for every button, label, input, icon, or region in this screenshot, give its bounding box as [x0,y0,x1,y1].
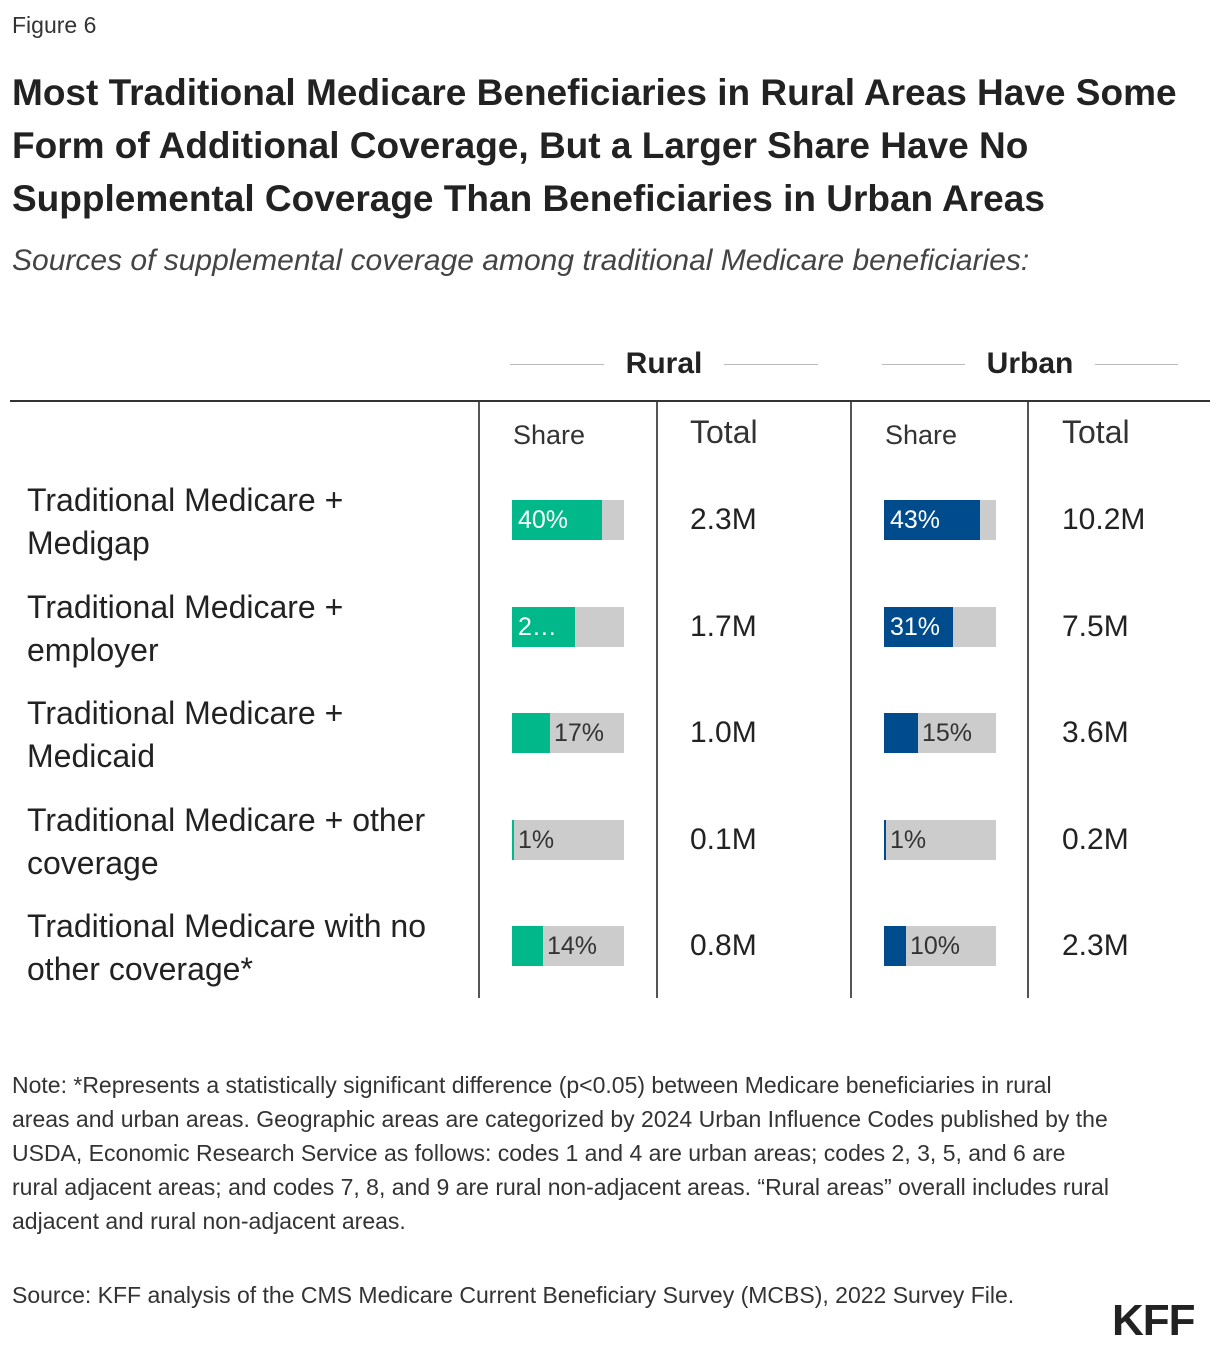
chart-title: Most Traditional Medicare Beneficiaries … [12,72,1177,219]
group-header-rule [882,363,965,365]
row-label: Traditional Medicare + employer [27,589,344,668]
footnote: Note: *Represents a statistically signif… [12,1072,1109,1234]
column-header-urban-total: Total [1062,414,1130,450]
rural-share-bar: 2… [512,607,624,647]
urban-total-value: 3.6M [1062,716,1129,749]
urban-share-label: 10% [910,932,961,960]
row-label: Traditional Medicare + Medigap [27,482,344,561]
rural-total-value: 0.1M [690,823,757,856]
urban-share-label: 15% [922,719,973,747]
row-label: Traditional Medicare + Medicaid [27,695,344,774]
rural-share-bar-fill [512,500,602,540]
urban-share-bar-fill [884,820,886,860]
rural-share-bar: 40% [512,500,624,540]
group-header-rural: Rural [510,344,818,384]
group-header-label: Rural [625,347,703,380]
urban-total-value: 10.2M [1062,503,1146,536]
urban-share-bar: 10% [884,926,996,966]
urban-total-value: 7.5M [1062,610,1129,643]
column-divider [478,402,480,998]
urban-share-label: 31% [890,613,941,641]
rural-share-bar-fill [512,926,543,966]
urban-share-label: 1% [890,826,927,854]
column-header-urban-share: Share [885,420,958,450]
urban-share-bar: 43% [884,500,996,540]
urban-share-bar-fill [884,926,906,966]
rural-total-value: 2.3M [690,503,757,536]
urban-share-bar: 31% [884,607,996,647]
column-divider [656,402,658,998]
row-label: Traditional Medicare + other coverage [27,802,426,881]
group-header-rule [510,363,604,365]
column-divider [850,402,852,998]
rural-share-label: 1% [518,826,555,854]
column-header-rural-total: Total [690,414,758,450]
rural-share-label: 17% [554,719,605,747]
rural-share-label: 14% [547,932,598,960]
urban-share-bar-fill [884,607,953,647]
rural-share-bar-fill [512,607,575,647]
table-top-rule [10,400,1210,402]
row-label: Traditional Medicare with no other cover… [27,908,426,987]
rural-total-value: 1.0M [690,716,757,749]
rural-share-label: 40% [518,506,569,534]
kff-logo: KFF [1112,1296,1196,1345]
rural-total-value: 1.7M [690,610,757,643]
urban-share-bar: 15% [884,713,996,753]
rural-total-value: 0.8M [690,929,757,962]
urban-total-value: 0.2M [1062,823,1129,856]
group-header-urban: Urban [882,344,1178,384]
urban-share-label: 43% [890,506,941,534]
group-header-rule [1095,363,1178,365]
group-header-rule [724,363,818,365]
urban-share-bar-fill [884,500,980,540]
rural-share-bar-fill [512,820,514,860]
source-note: Source: KFF analysis of the CMS Medicare… [12,1282,1015,1308]
rural-share-bar: 17% [512,713,624,753]
rural-share-bar: 1% [512,820,624,860]
rural-share-bar: 14% [512,926,624,966]
column-divider [1027,402,1029,998]
urban-total-value: 2.3M [1062,929,1129,962]
urban-share-bar: 1% [884,820,996,860]
figure-label: Figure 6 [12,12,97,38]
urban-share-bar-fill [884,713,918,753]
chart-subtitle: Sources of supplemental coverage among t… [12,244,1030,277]
column-header-rural-share: Share [513,420,586,450]
rural-share-label: 2… [518,613,557,641]
group-header-label: Urban [986,347,1074,380]
rural-share-bar-fill [512,713,550,753]
